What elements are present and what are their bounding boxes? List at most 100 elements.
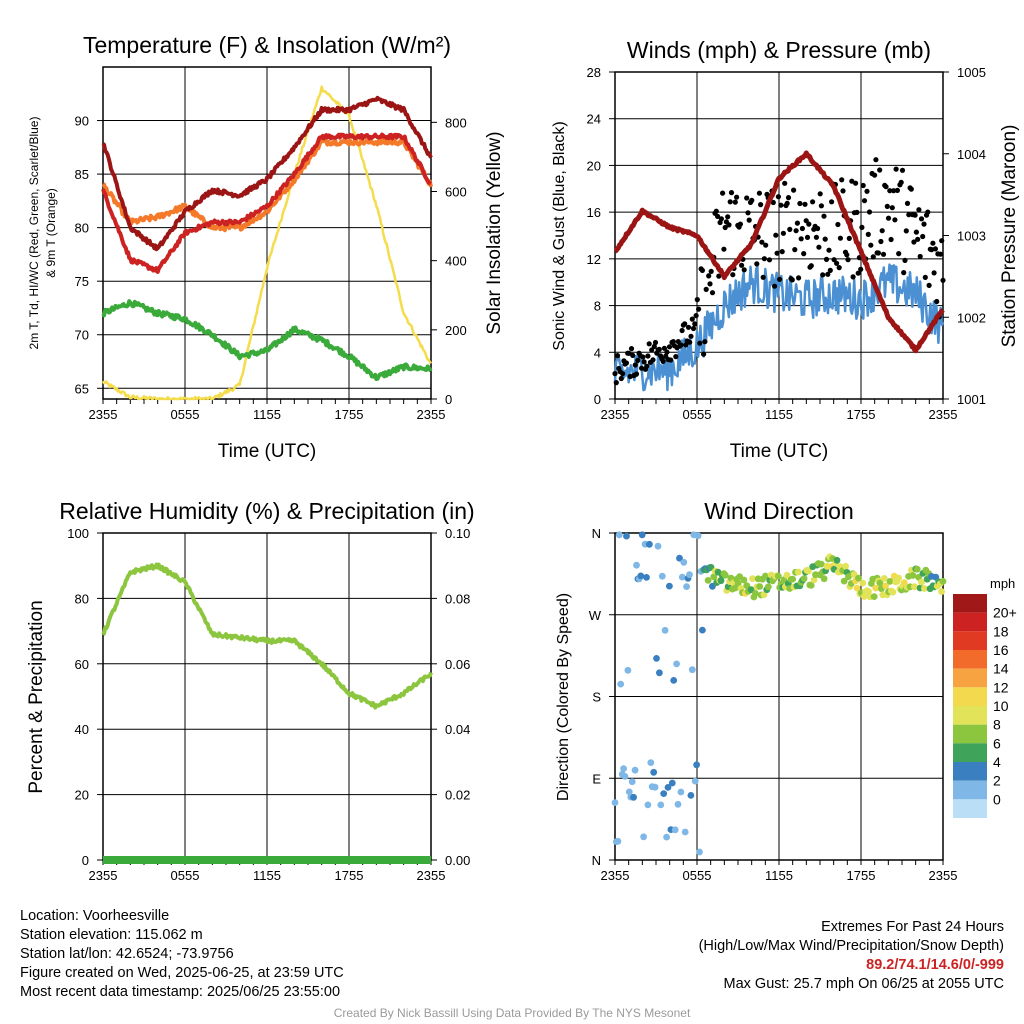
x-tick-label: 1155 <box>765 868 793 883</box>
x-tick-label: 2355 <box>89 868 118 883</box>
x-tick-label: 1155 <box>253 868 281 883</box>
y-tick-label: 70 <box>75 328 89 343</box>
legend-label: 12 <box>993 679 1009 695</box>
direction-dot <box>855 574 862 582</box>
direction-dot <box>630 793 637 801</box>
y2-axis-label: Solar Insolation (Yellow) <box>484 131 505 334</box>
gust-dot <box>917 253 923 260</box>
gust-dot <box>861 198 868 204</box>
gust-dot <box>730 272 736 278</box>
gust-dot <box>902 257 908 263</box>
gust-dot <box>726 222 732 228</box>
y2-tick-label: 1005 <box>957 65 986 80</box>
legend-label: 4 <box>993 754 1001 770</box>
location-text: Location: Voorheesville <box>20 908 170 924</box>
gust-dot <box>821 213 827 219</box>
direction-dot <box>611 799 619 806</box>
gust-dot <box>815 225 821 232</box>
gust-dot <box>888 236 894 243</box>
direction-dot <box>870 593 878 600</box>
gust-dot <box>772 283 778 289</box>
direction-dot <box>683 583 690 590</box>
direction-dot <box>656 669 663 677</box>
gust-dot <box>840 188 846 194</box>
direction-dot <box>889 588 897 596</box>
gust-dot <box>763 242 769 248</box>
gust-dot <box>694 297 700 303</box>
legend-swatch <box>953 724 987 744</box>
gust-dot <box>802 201 808 207</box>
y2-tick-label: 0.02 <box>445 788 470 803</box>
gust-dot <box>887 188 893 194</box>
gust-dot <box>666 344 673 350</box>
gust-dot <box>623 360 630 366</box>
gust-dot <box>693 313 699 319</box>
gust-dot <box>709 290 716 296</box>
gust-dot <box>646 341 652 347</box>
direction-dot <box>807 582 815 589</box>
direction-dot <box>638 531 646 539</box>
direction-dot <box>660 790 668 797</box>
direction-dot <box>911 583 918 591</box>
gust-dot <box>816 244 822 250</box>
direction-dot <box>880 575 888 582</box>
gust-dot <box>870 254 876 260</box>
gust-dot <box>922 274 928 280</box>
gust-dot <box>689 316 695 322</box>
gust-dot <box>868 242 874 248</box>
gust-dot <box>759 239 765 245</box>
y-axis-label: Sonic Wind & Gust (Blue, Black) <box>551 121 568 350</box>
winds-panel: 2355 0555 1155 1755 235504812162024281001100… <box>551 37 1020 462</box>
gust-dot <box>632 362 638 368</box>
direction-dot <box>628 778 636 786</box>
direction-dot <box>805 567 812 575</box>
gust-dot <box>754 261 760 267</box>
gust-dot <box>708 268 714 274</box>
gust-dot <box>725 214 731 220</box>
y2-tick-label: 1001 <box>957 392 986 407</box>
max-gust-text: Max Gust: 25.7 mph On 06/25 at 2055 UTC <box>723 976 1004 992</box>
credit-text: Created By Nick Bassill Using Data Provi… <box>333 1006 691 1020</box>
gust-dot <box>913 229 920 235</box>
direction-dot <box>918 578 925 586</box>
legend-swatch <box>953 743 987 762</box>
direction-dot <box>647 759 655 766</box>
direction-dot <box>681 828 689 836</box>
gust-dot <box>931 270 937 276</box>
gust-dot <box>737 221 744 227</box>
gust-dot <box>804 234 811 240</box>
x-tick-label: 0555 <box>171 407 200 422</box>
y-tick-label: 0 <box>594 392 601 407</box>
x-axis-label: Time (UTC) <box>730 441 829 462</box>
gust-dot <box>818 203 825 209</box>
gust-dot <box>808 263 814 269</box>
direction-dot <box>696 848 703 856</box>
gust-dot <box>656 346 662 352</box>
direction-dot <box>859 579 867 587</box>
gust-dot <box>932 246 939 252</box>
direction-dot <box>872 584 880 592</box>
y-tick-label: 20 <box>75 788 89 803</box>
humidity-panel: 2355 0555 1155 1755 23550204060801000.000.02… <box>26 498 475 883</box>
direction-dot <box>686 571 693 579</box>
direction-dot <box>756 583 764 590</box>
insolation-line <box>101 85 432 401</box>
y2-tick-label: 0.04 <box>445 722 470 737</box>
direction-dot <box>721 571 729 579</box>
gust-dot <box>864 188 870 194</box>
x-tick-label: 2355 <box>89 407 118 422</box>
direction-dot <box>820 575 828 583</box>
direction-dot <box>623 532 630 540</box>
gust-dot <box>894 187 901 193</box>
gust-dot <box>915 236 921 242</box>
gust-dot <box>883 184 889 190</box>
pressure-line <box>613 150 945 354</box>
y-tick-label: 20 <box>587 158 601 173</box>
gust-dot <box>872 172 878 178</box>
gust-dot <box>891 188 897 194</box>
direction-dot <box>671 826 679 834</box>
direction-dot <box>661 626 669 634</box>
legend-swatch <box>953 780 987 800</box>
direction-dot <box>794 568 802 576</box>
